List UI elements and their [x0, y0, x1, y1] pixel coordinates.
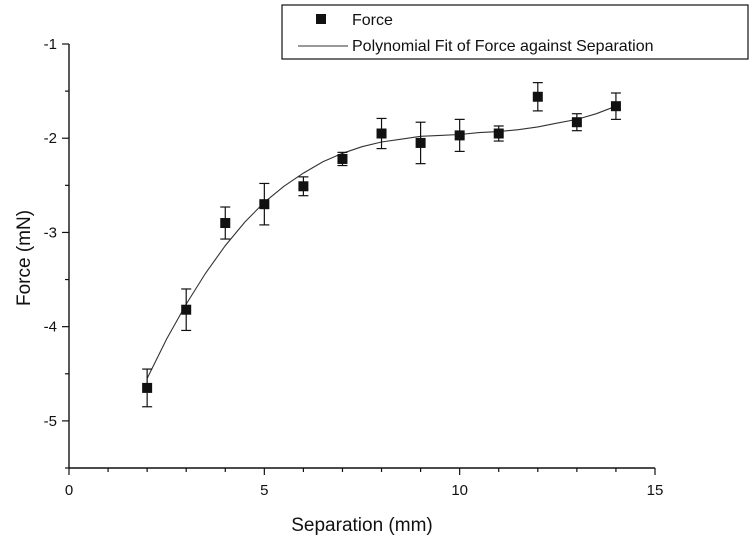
- x-tick-label: 5: [260, 482, 268, 499]
- y-tick-label: -3: [44, 224, 57, 241]
- data-point: [493, 125, 504, 142]
- legend-marker-force: [316, 14, 326, 24]
- point-marker: [532, 91, 543, 102]
- point-marker: [142, 382, 153, 393]
- data-point: [259, 182, 270, 226]
- data-point: [610, 92, 621, 120]
- point-marker: [610, 101, 621, 112]
- legend: Force Polynomial Fit of Force against Se…: [281, 4, 749, 60]
- data-point: [337, 151, 348, 167]
- y-tick-label: -4: [44, 319, 57, 336]
- x-tick-label: 0: [65, 482, 73, 499]
- legend-box: [281, 4, 749, 60]
- y-tick-label: -2: [44, 130, 57, 147]
- x-tick-label: 15: [647, 482, 664, 499]
- point-marker: [376, 128, 387, 139]
- data-point: [376, 117, 387, 150]
- point-marker: [298, 181, 309, 192]
- point-marker: [493, 128, 504, 139]
- data-point: [142, 368, 153, 408]
- data-point: [454, 118, 465, 153]
- legend-label-fit: Polynomial Fit of Force against Separati…: [352, 38, 653, 55]
- data-point: [415, 121, 426, 165]
- point-marker: [220, 218, 231, 229]
- point-marker: [454, 130, 465, 141]
- legend-label-force: Force: [352, 12, 393, 29]
- axes: [68, 44, 655, 469]
- y-tick-label: -1: [44, 36, 57, 53]
- point-marker: [571, 117, 582, 128]
- x-axis-title: Separation (mm): [291, 515, 433, 536]
- ticks: 0 5 10 15 -1 -2 -3 -4 -5: [44, 36, 664, 499]
- data-point: [532, 82, 543, 112]
- point-marker: [415, 137, 426, 148]
- point-marker: [259, 199, 270, 210]
- data-point: [220, 206, 231, 240]
- y-tick-label: -5: [44, 413, 57, 430]
- x-tick-label: 10: [451, 482, 468, 499]
- data-point: [571, 113, 582, 132]
- data-point: [181, 288, 192, 332]
- points-layer: [142, 82, 621, 408]
- y-axis-title: Force (mN): [14, 210, 35, 306]
- point-marker: [181, 304, 192, 315]
- point-marker: [337, 153, 348, 164]
- data-point: [298, 176, 309, 197]
